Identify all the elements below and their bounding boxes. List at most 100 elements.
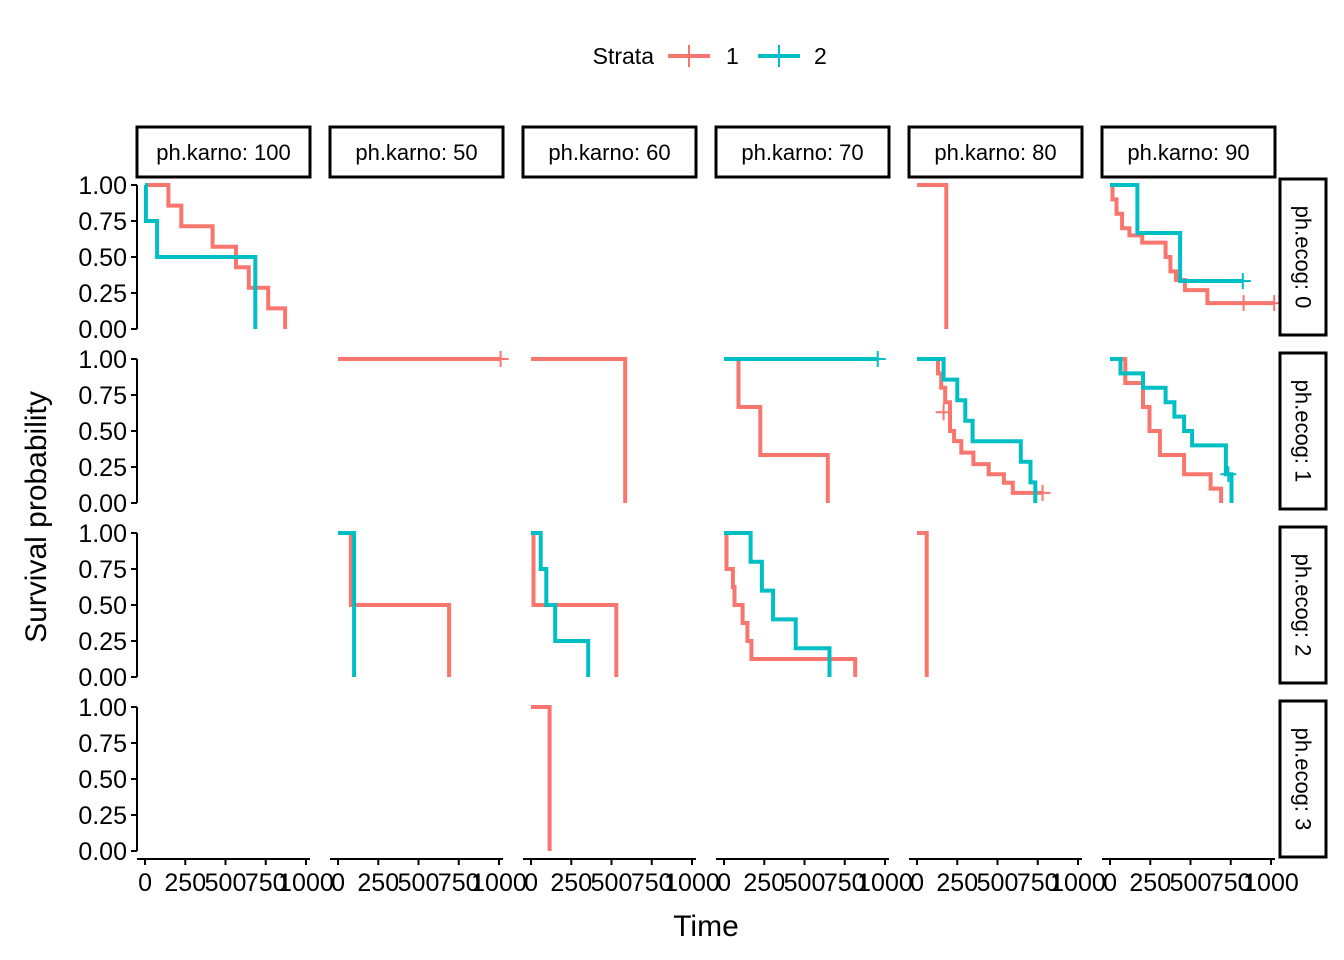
x-tick-label: 500 [205, 869, 247, 897]
row-strip-label: ph.ecog: 0 [1291, 206, 1316, 309]
x-tick-label: 500 [1170, 869, 1212, 897]
x-tick-label: 0 [910, 869, 924, 897]
x-tick-label: 1000 [1243, 869, 1299, 897]
y-tick-label: 0.25 [78, 454, 127, 482]
y-tick-label: 0.25 [78, 628, 127, 656]
y-axis-title: Survival probability [20, 391, 53, 643]
x-tick-label: 750 [631, 869, 673, 897]
x-tick-label: 0 [1103, 869, 1117, 897]
panel-r1-c1 [338, 351, 509, 367]
panel-r3-c2 [531, 705, 552, 851]
legend-entry-2: 2 [758, 43, 827, 69]
panel-r0-c4 [917, 183, 949, 329]
y-tick-label: 0.50 [78, 244, 127, 272]
legend-label-2: 2 [814, 43, 827, 69]
column-strip [328, 125, 505, 179]
panel-r0-c5 [1110, 183, 1283, 312]
y-tick-label: 0.25 [78, 802, 127, 830]
y-tick-label: 0.00 [78, 490, 127, 518]
row-strip [1278, 525, 1328, 685]
row-strip-label: ph.ecog: 2 [1291, 554, 1316, 657]
y-tick-label: 0.25 [78, 280, 127, 308]
y-tick-label: 0.00 [78, 838, 127, 866]
column-strip-label: ph.karno: 100 [156, 140, 291, 165]
survival-curve-strata-1 [1110, 357, 1224, 503]
x-tick-label: 750 [824, 869, 866, 897]
x-tick-label: 250 [936, 869, 978, 897]
legend-label-1: 1 [726, 43, 739, 69]
y-axis-title-group: Survival probability [20, 391, 53, 643]
x-tick-label: 500 [398, 869, 440, 897]
panel-r0-c0 [143, 183, 288, 329]
survival-curve-strata-1 [145, 183, 288, 329]
y-tick-label: 0.50 [78, 592, 127, 620]
survival-curve-strata-2 [338, 531, 357, 677]
x-tick-label: 500 [977, 869, 1019, 897]
column-strip-label: ph.karno: 70 [741, 140, 863, 165]
column-strip [521, 125, 698, 179]
x-tick-label: 0 [331, 869, 345, 897]
survival-curve-strata-1 [917, 357, 1043, 495]
column-strip [135, 125, 312, 179]
x-tick-label: 250 [743, 869, 785, 897]
x-tick-label: 250 [550, 869, 592, 897]
x-tick-label: 250 [357, 869, 399, 897]
survival-curve-strata-1 [917, 531, 929, 677]
survival-curve-strata-2 [143, 183, 258, 329]
row-strip-label: ph.ecog: 3 [1291, 728, 1316, 831]
y-tick-label: 1.00 [78, 694, 127, 722]
legend: Strata 1 2 [593, 43, 827, 69]
survival-curve-strata-2 [1110, 357, 1234, 503]
survival-curve-strata-2 [917, 357, 1038, 503]
x-tick-label: 0 [524, 869, 538, 897]
y-tick-label: 0.50 [78, 418, 127, 446]
y-tick-label: 0.75 [78, 556, 127, 584]
x-tick-label: 750 [245, 869, 287, 897]
survival-curve-strata-1 [724, 531, 858, 677]
y-tick-label: 0.75 [78, 382, 127, 410]
panels [143, 183, 1283, 851]
y-tick-label: 0.00 [78, 316, 127, 344]
y-tick-label: 0.75 [78, 208, 127, 236]
y-tick-label: 0.75 [78, 730, 127, 758]
y-tick-label: 1.00 [78, 520, 127, 548]
survival-curve-strata-1 [531, 705, 552, 851]
survival-curve-strata-1 [531, 531, 619, 677]
row-strip [1278, 177, 1328, 337]
survival-curve-strata-2 [724, 531, 832, 677]
column-strip-label: ph.karno: 90 [1127, 140, 1249, 165]
survival-curve-strata-1 [1110, 183, 1275, 306]
panel-r1-c2 [531, 357, 628, 503]
row-strip [1278, 351, 1328, 511]
panel-r1-c3 [724, 351, 886, 503]
column-strip-label: ph.karno: 60 [548, 140, 670, 165]
panel-r1-c5 [1110, 357, 1237, 503]
column-strip [907, 125, 1084, 179]
panel-r2-c1 [338, 531, 452, 677]
row-strip [1278, 699, 1328, 859]
panel-r2-c4 [917, 531, 929, 677]
survival-curve-strata-2 [531, 531, 591, 677]
column-strip-label: ph.karno: 50 [355, 140, 477, 165]
y-tick-label: 1.00 [78, 346, 127, 374]
x-tick-label: 1000 [471, 869, 527, 897]
x-tick-label: 0 [717, 869, 731, 897]
legend-entry-1: 1 [668, 43, 739, 69]
x-tick-label: 750 [1017, 869, 1059, 897]
x-tick-label: 1000 [278, 869, 334, 897]
x-tick-label: 250 [1129, 869, 1171, 897]
x-tick-label: 750 [438, 869, 480, 897]
survival-curve-strata-1 [531, 357, 628, 503]
x-tick-label: 250 [164, 869, 206, 897]
survival-curve-strata-1 [917, 183, 949, 329]
y-tick-label: 1.00 [78, 172, 127, 200]
x-tick-label: 1000 [664, 869, 720, 897]
panel-r1-c4 [917, 357, 1051, 503]
panel-r2-c3 [724, 531, 858, 677]
survival-curve-strata-2 [1110, 183, 1243, 283]
y-tick-label: 0.00 [78, 664, 127, 692]
x-tick-label: 0 [138, 869, 152, 897]
legend-title: Strata [593, 43, 655, 69]
survival-curve-strata-1 [724, 357, 830, 503]
column-strip [714, 125, 891, 179]
